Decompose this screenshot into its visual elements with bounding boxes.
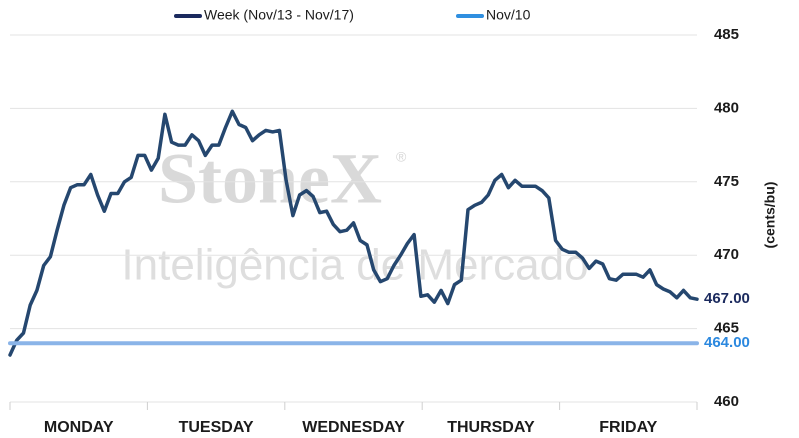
- x-tick-label: THURSDAY: [447, 419, 535, 436]
- end-label: 467.00: [704, 290, 750, 307]
- x-tick-label: TUESDAY: [179, 419, 254, 436]
- legend-label: Week (Nov/13 - Nov/17): [204, 7, 354, 23]
- watermark-mark: ®: [396, 149, 407, 165]
- x-tick-label: FRIDAY: [599, 419, 657, 436]
- y-tick-label: 465: [714, 320, 739, 337]
- y-axis-label: (cents/bu): [762, 182, 778, 249]
- legend-label: Nov/10: [486, 7, 531, 23]
- y-tick-label: 470: [714, 246, 739, 263]
- watermark-brand: StoneX: [158, 139, 382, 219]
- x-tick-label: WEDNESDAY: [302, 419, 405, 436]
- x-tick-label: MONDAY: [44, 419, 114, 436]
- y-tick-label: 475: [714, 173, 739, 190]
- y-tick-label: 480: [714, 99, 739, 116]
- watermark-tagline: Inteligência de Mercado: [121, 241, 588, 290]
- series-line: [8, 109, 699, 357]
- y-tick-label: 485: [714, 26, 739, 43]
- y-tick-label: 460: [714, 393, 739, 410]
- end-label: 464.00: [704, 334, 750, 351]
